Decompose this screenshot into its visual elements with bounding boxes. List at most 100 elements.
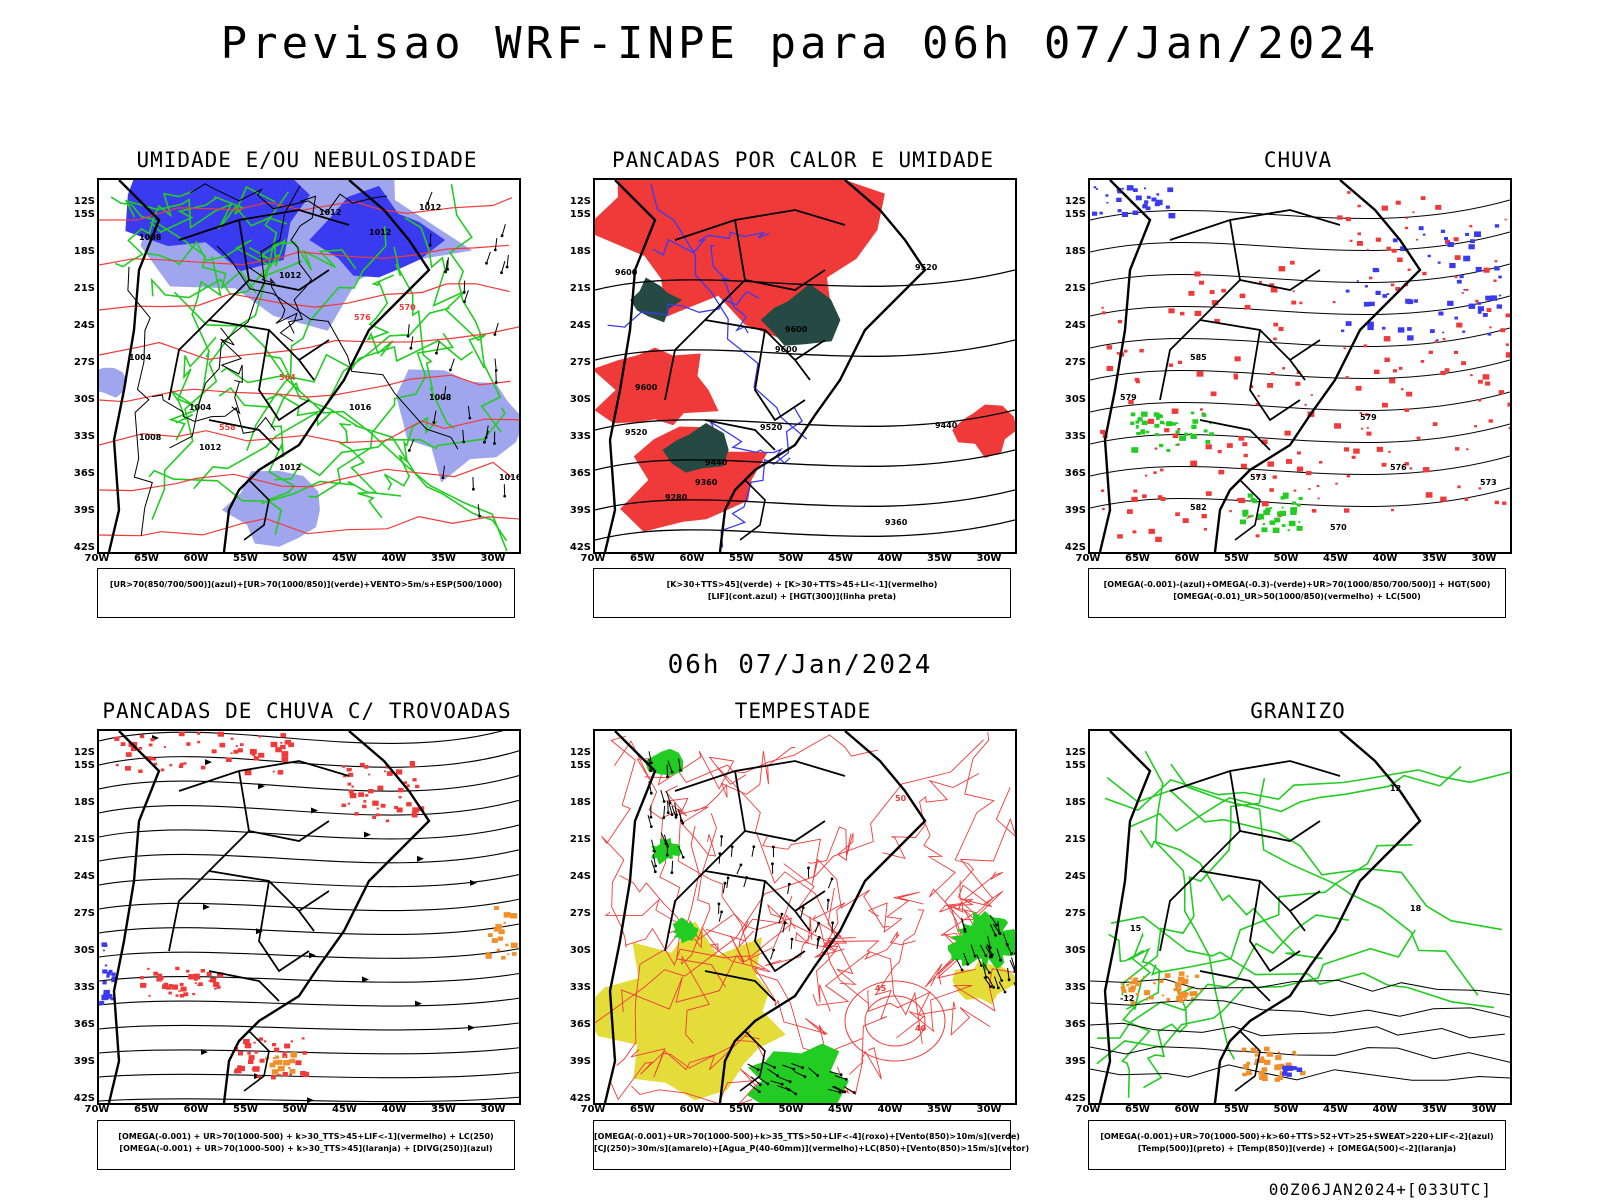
- omega-orange-area: [1191, 997, 1194, 1000]
- wind-vector-head: [444, 270, 447, 274]
- wind-vector-head: [803, 1075, 807, 1079]
- rain-area: [1182, 518, 1189, 523]
- rain-area: [1461, 361, 1466, 366]
- rain-area: [1194, 271, 1201, 277]
- rain-area: [1128, 399, 1134, 405]
- longitude-tick: 45W: [828, 1104, 853, 1115]
- omega-strong-area: [1154, 423, 1160, 428]
- rain-area: [1334, 423, 1341, 429]
- wind-vector: [757, 1076, 769, 1085]
- thunderstorm-area: [412, 811, 416, 815]
- omega-strong-area: [1296, 525, 1303, 531]
- longitude-tick: 40W: [381, 553, 407, 564]
- rain-area: [1233, 376, 1239, 380]
- wind-vector-head: [649, 825, 653, 828]
- rain-area: [1205, 444, 1212, 450]
- geopotential-contour: [1090, 199, 1510, 221]
- omega-orange-area: [1262, 1076, 1268, 1082]
- wind-vector-head: [790, 937, 794, 941]
- wind-vector-head: [670, 770, 674, 774]
- wind-vector-head: [757, 1090, 761, 1093]
- thunderstorm-area: [120, 742, 126, 746]
- omega-orange-area: [1143, 990, 1150, 996]
- wind-vector-head: [826, 898, 830, 902]
- thunderstorm-area: [368, 789, 374, 794]
- divergence-area: [103, 992, 109, 997]
- rain-area: [1478, 379, 1483, 384]
- contour-label: 576: [354, 313, 371, 322]
- omega-strong-area: [1160, 420, 1164, 424]
- wind-vector: [722, 883, 726, 894]
- pressure-contour: [216, 245, 459, 450]
- temp500-contour: [1090, 1064, 1510, 1081]
- thunderstorm-area: [138, 769, 143, 773]
- rain-area: [1428, 350, 1433, 354]
- longitude-tick: 70W: [84, 553, 110, 564]
- pressure-contour: [220, 327, 243, 415]
- wind-vector: [678, 811, 684, 824]
- latitude-tick: 42S: [73, 1093, 95, 1104]
- wind-vector-head: [681, 821, 685, 825]
- longitude-tick: 30W: [976, 553, 1002, 564]
- omega-orange-area: [1120, 985, 1126, 990]
- omega-area: [1156, 193, 1160, 196]
- omega-area: [1397, 327, 1405, 333]
- longitude-tick: 50W: [778, 553, 804, 564]
- wind-vector-head: [771, 862, 774, 866]
- omega-strong-area: [1272, 521, 1276, 524]
- omega-orange-area: [1243, 1064, 1250, 1069]
- latitude-tick: 30S: [1064, 945, 1086, 956]
- wind-vector: [433, 410, 437, 423]
- thunderstorm-area: [238, 1065, 245, 1072]
- omega-orange-area: [1266, 1051, 1273, 1057]
- latitude-tick: 15S: [1064, 760, 1086, 771]
- rain-area: [1306, 470, 1312, 476]
- geopotential-contour: [1090, 327, 1510, 349]
- rain-area: [1134, 377, 1140, 382]
- omega-area: [1375, 290, 1381, 295]
- convection-orange-area: [503, 921, 506, 924]
- thunderstorm-area: [148, 756, 154, 761]
- thunderstorm-area: [412, 778, 417, 782]
- rain-area: [1142, 494, 1147, 498]
- contour-label: 570: [1330, 523, 1347, 532]
- omega-area: [1442, 331, 1445, 334]
- omega-area: [1345, 289, 1350, 293]
- omega-strong-area: [1175, 430, 1180, 434]
- precipitable-water-contour: [812, 931, 917, 1006]
- thunderstorm-area: [280, 733, 286, 738]
- rain-area: [1494, 500, 1499, 505]
- omega-area: [1356, 280, 1359, 282]
- wind-vector-head: [653, 870, 657, 874]
- latitude-tick: 21S: [73, 283, 95, 294]
- omega-area: [1167, 187, 1174, 193]
- wind-vector: [660, 789, 665, 802]
- panel-legend: [UR>70(850/700/500)](azul)+[UR>70(1000/8…: [97, 568, 515, 618]
- wind-vector-head: [988, 946, 992, 950]
- geopotential-contour: [595, 449, 1015, 471]
- omega-area: [1092, 211, 1098, 216]
- thunderstorm-area: [198, 982, 203, 986]
- omega-area: [1132, 210, 1139, 215]
- map-canvas: [99, 731, 519, 1103]
- latitude-tick: 42S: [1064, 1093, 1086, 1104]
- wind-vector: [831, 922, 834, 933]
- convection-orange-area: [271, 1069, 279, 1075]
- wind-vector-head: [996, 986, 1000, 990]
- rain-area: [1229, 510, 1232, 513]
- rain-area: [1177, 428, 1181, 431]
- thunderstorm-area: [288, 742, 294, 748]
- rain-area: [1357, 204, 1361, 208]
- wind-vector-head: [674, 815, 678, 819]
- rain-area: [1267, 461, 1274, 467]
- longitude-tick: 70W: [1075, 553, 1101, 564]
- omega-strong-area: [1162, 422, 1166, 425]
- thunderstorm-area: [270, 741, 278, 748]
- latitude-tick: 30S: [569, 394, 591, 405]
- wind-vector-head: [665, 853, 669, 857]
- rain-area: [1211, 300, 1219, 306]
- divergence-area: [102, 969, 108, 974]
- wind-vector-head: [409, 346, 413, 350]
- river-plate-coast: [1234, 479, 1261, 541]
- streamline: [99, 731, 504, 744]
